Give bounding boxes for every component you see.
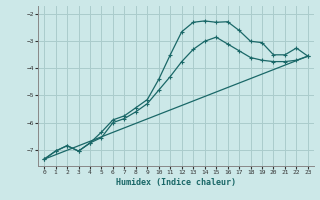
X-axis label: Humidex (Indice chaleur): Humidex (Indice chaleur) xyxy=(116,178,236,187)
